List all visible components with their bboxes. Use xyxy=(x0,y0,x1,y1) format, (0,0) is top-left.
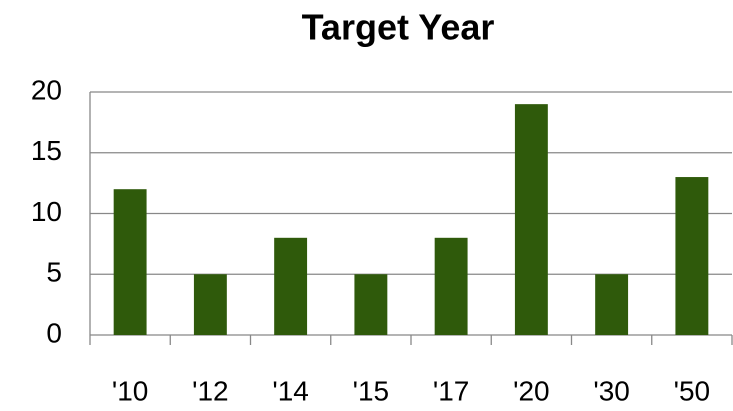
y-tick-label: 10 xyxy=(31,196,62,227)
x-tick-label: '17 xyxy=(433,375,470,406)
x-tick-label: '10 xyxy=(112,375,149,406)
x-tick-label: '14 xyxy=(272,375,309,406)
bar xyxy=(193,274,227,335)
y-tick-label: 20 xyxy=(31,74,62,105)
bar xyxy=(595,274,629,335)
y-tick-label: 15 xyxy=(31,135,62,166)
x-tick-label: '15 xyxy=(353,375,390,406)
bar xyxy=(354,274,388,335)
bar xyxy=(514,104,548,336)
y-tick-label: 5 xyxy=(46,257,62,288)
y-tick-label: 0 xyxy=(46,317,62,348)
bar xyxy=(434,237,468,335)
bar xyxy=(675,177,709,335)
x-tick-label: '20 xyxy=(513,375,550,406)
x-tick-label: '30 xyxy=(593,375,630,406)
bar xyxy=(113,189,147,335)
x-tick-label: '12 xyxy=(192,375,229,406)
bar xyxy=(274,237,308,335)
chart-title: Target Year xyxy=(302,7,495,48)
x-tick-label: '50 xyxy=(674,375,711,406)
